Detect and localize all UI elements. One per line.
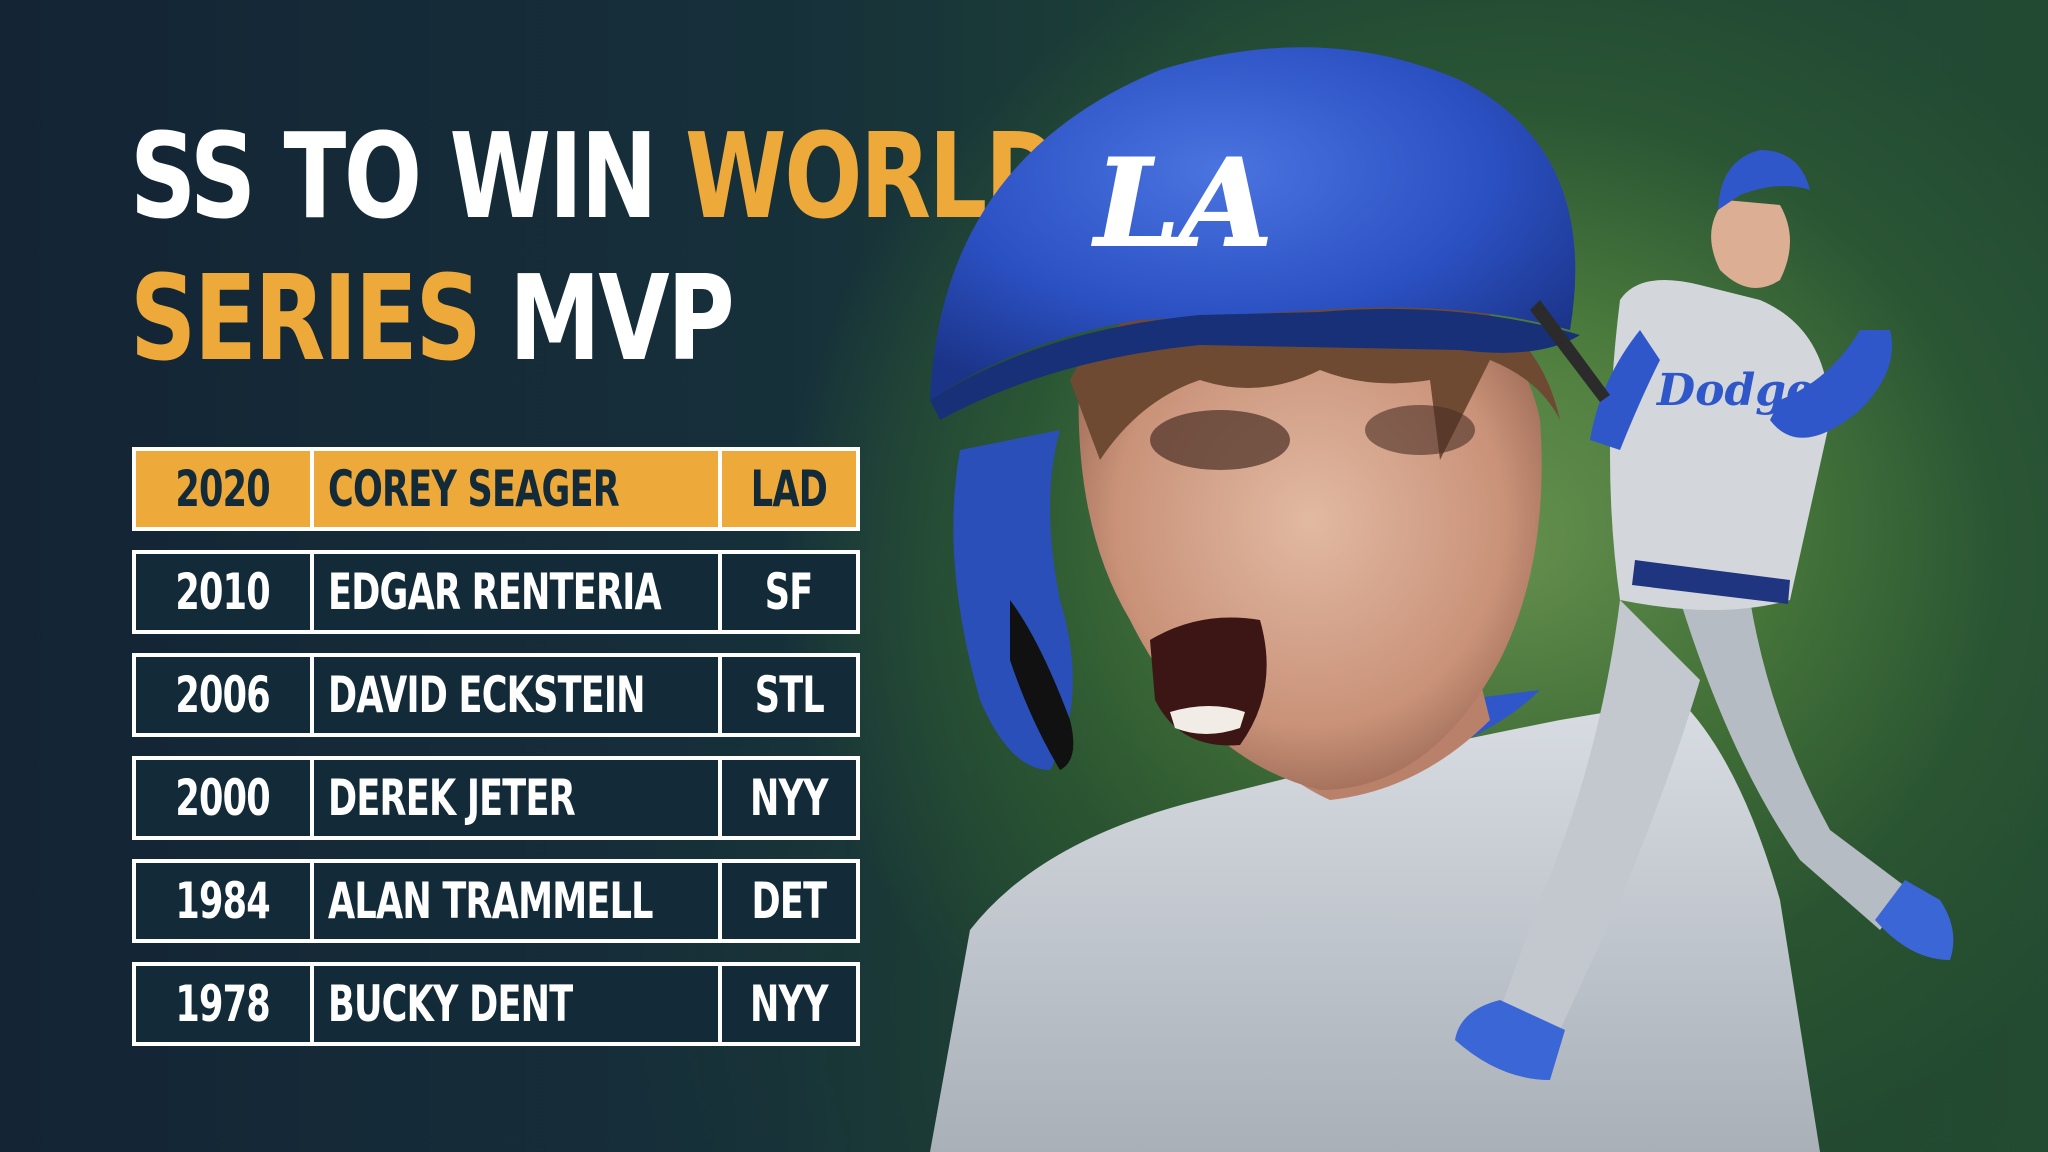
name-cell: BUCKY DENT [314, 966, 722, 1042]
headline-text-white-1: SS TO WIN [130, 107, 658, 245]
team-cell: DET [722, 863, 856, 939]
table-row-featured: 2020 COREY SEAGER LAD [132, 447, 860, 531]
name-text: ALAN TRAMMELL [328, 872, 654, 930]
team-text: NYY [750, 975, 829, 1033]
player-artwork: LA Dodgers LA [930, 47, 1954, 1152]
headline-text-white-2: MVP [509, 249, 735, 387]
name-cell: COREY SEAGER [314, 451, 722, 527]
year-cell: 2000 [136, 760, 314, 836]
year-cell: 1984 [136, 863, 314, 939]
table-row: 2010 EDGAR RENTERIA SF [132, 550, 860, 634]
name-cell: DEREK JETER [314, 760, 722, 836]
year-text: 2020 [175, 460, 271, 518]
year-text: 2000 [175, 769, 271, 827]
name-text: EDGAR RENTERIA [328, 563, 662, 621]
table-row: 2000 DEREK JETER NYY [132, 756, 860, 840]
team-text: LAD [750, 460, 828, 518]
name-cell: ALAN TRAMMELL [314, 863, 722, 939]
team-cell: SF [722, 554, 856, 630]
table-row: 1984 ALAN TRAMMELL DET [132, 859, 860, 943]
batting-player: Dodgers LA [1455, 150, 1954, 1080]
jersey-script: Dodgers [1655, 365, 1862, 416]
name-text: DAVID ECKSTEIN [328, 666, 646, 724]
name-cell: DAVID ECKSTEIN [314, 657, 722, 733]
headline: SS TO WIN WORLD SERIES MVP [130, 105, 1061, 389]
year-text: 2010 [175, 563, 271, 621]
headline-text-highlight-2: SERIES [130, 249, 482, 387]
headline-line-1: SS TO WIN WORLD [130, 105, 1061, 247]
year-cell: 2006 [136, 657, 314, 733]
team-cell: LAD [722, 451, 856, 527]
team-text: NYY [750, 769, 829, 827]
table-row: 1978 BUCKY DENT NYY [132, 962, 860, 1046]
team-cell: NYY [722, 966, 856, 1042]
team-text: STL [754, 666, 824, 724]
name-text: COREY SEAGER [328, 460, 620, 518]
year-text: 1978 [175, 975, 271, 1033]
name-text: BUCKY DENT [328, 975, 573, 1033]
headline-line-2: SERIES MVP [130, 247, 832, 389]
sleeve-logo: LA [1799, 380, 1833, 406]
year-cell: 2020 [136, 451, 314, 527]
year-text: 1984 [175, 872, 271, 930]
year-cell: 1978 [136, 966, 314, 1042]
helmet-logo: LA [1092, 133, 1272, 274]
year-cell: 2010 [136, 554, 314, 630]
table-row: 2006 DAVID ECKSTEIN STL [132, 653, 860, 737]
team-cell: NYY [722, 760, 856, 836]
name-cell: EDGAR RENTERIA [314, 554, 722, 630]
team-text: DET [751, 872, 827, 930]
mvp-table: 2020 COREY SEAGER LAD 2010 EDGAR RENTERI… [132, 447, 860, 1065]
year-text: 2006 [175, 666, 271, 724]
team-text: SF [765, 563, 813, 621]
team-cell: STL [722, 657, 856, 733]
name-text: DEREK JETER [328, 769, 576, 827]
